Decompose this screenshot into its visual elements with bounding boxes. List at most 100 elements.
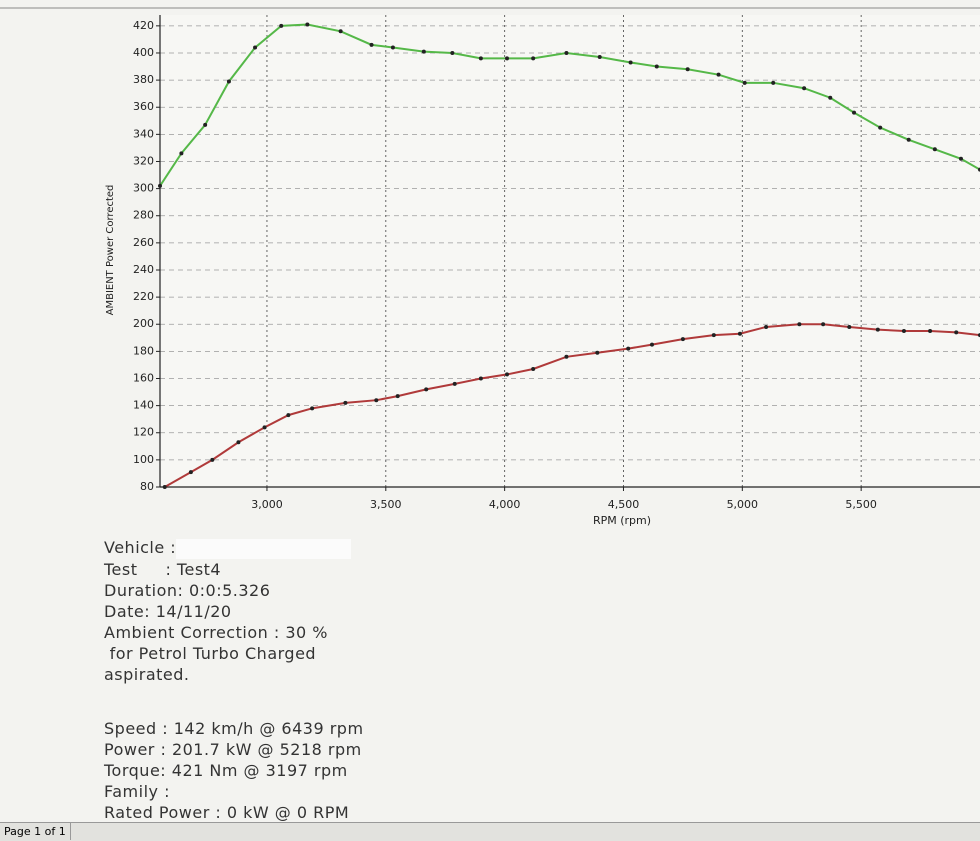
data-point: [564, 50, 569, 55]
y-tick-label: 180: [133, 344, 154, 357]
y-tick-label: 140: [133, 399, 154, 412]
y-tick-label: 260: [133, 236, 154, 249]
data-point: [421, 49, 426, 54]
data-point: [928, 329, 933, 334]
data-point: [742, 80, 747, 85]
x-tick-label: 4,500: [608, 498, 640, 511]
redaction: [176, 538, 352, 559]
data-point: [597, 55, 602, 60]
y-tick-label: 360: [133, 100, 154, 113]
data-point: [390, 45, 395, 50]
report-line: for Petrol Turbo Charged: [104, 643, 351, 664]
data-point: [716, 72, 721, 77]
status-bar: Page 1 of 1: [0, 822, 980, 841]
x-tick-label: 4,000: [489, 498, 521, 511]
report-line: Family :: [104, 781, 364, 802]
report-line: Power : 201.7 kW @ 5218 rpm: [104, 739, 364, 760]
data-point: [158, 183, 162, 188]
y-tick-label: 340: [133, 127, 154, 140]
data-point: [564, 354, 569, 359]
data-point: [771, 80, 776, 85]
data-point: [650, 342, 654, 347]
y-tick-label: 100: [133, 453, 154, 466]
data-point: [906, 137, 911, 142]
report-line: Speed : 142 km/h @ 6439 rpm: [104, 718, 364, 739]
x-tick-label: 5,500: [845, 498, 877, 511]
data-point: [878, 125, 883, 130]
data-point: [226, 79, 231, 84]
data-point: [369, 42, 374, 47]
report-text: Rated Power : 0 kW @ 0 RPM: [104, 803, 350, 822]
data-point: [821, 322, 826, 327]
data-point: [424, 387, 429, 392]
y-tick-label: 400: [133, 46, 154, 59]
report-text: Torque: 421 Nm @ 3197 rpm: [104, 761, 348, 780]
data-point: [595, 350, 600, 355]
report-text: Power : 201.7 kW @ 5218 rpm: [104, 740, 362, 759]
data-point: [802, 86, 807, 91]
y-tick-label: 220: [133, 290, 154, 303]
data-point: [958, 156, 963, 161]
data-point: [179, 151, 184, 156]
data-point: [654, 64, 659, 69]
report-text: aspirated.: [104, 664, 190, 684]
data-point: [531, 56, 536, 61]
data-point: [505, 56, 510, 61]
report-line: Torque: 421 Nm @ 3197 rpm: [104, 760, 364, 781]
plot-area: [160, 15, 980, 487]
data-point: [954, 330, 959, 335]
y-axis-label: AMBIENT Power Corrected: [105, 185, 116, 316]
page-indicator: Page 1 of 1: [0, 823, 71, 840]
data-point: [478, 376, 483, 381]
data-point: [262, 425, 267, 430]
y-tick-label: 320: [133, 154, 154, 167]
report-line: Test : Test4: [104, 559, 351, 580]
y-tick-label: 120: [133, 426, 154, 439]
report-text: Duration: 0:0:5.326: [104, 580, 271, 600]
data-point: [478, 56, 483, 61]
y-tick-label: 240: [133, 263, 154, 276]
data-point: [505, 372, 510, 377]
data-point: [203, 122, 208, 127]
data-point: [310, 406, 315, 411]
report-text: Family :: [104, 782, 170, 801]
report-line: Rated Power : 0 kW @ 0 RPM: [104, 802, 364, 823]
y-tick-label: 160: [133, 371, 154, 384]
data-point: [531, 367, 536, 371]
x-axis-label: RPM (rpm): [593, 514, 651, 527]
x-tick-label: 3,000: [251, 498, 283, 511]
y-tick-label: 380: [133, 73, 154, 86]
data-point: [279, 23, 284, 28]
report-line: Date: 14/11/20: [104, 601, 351, 622]
data-point: [680, 337, 685, 342]
y-tick-label: 300: [133, 182, 154, 195]
data-point: [626, 346, 631, 351]
x-tick-label: 3,500: [370, 498, 402, 511]
data-point: [253, 45, 258, 50]
report-line: Duration: 0:0:5.326: [104, 580, 351, 601]
x-tick-label: 5,000: [727, 498, 759, 511]
data-point: [210, 457, 215, 462]
y-tick-label: 200: [133, 317, 154, 330]
data-point: [685, 67, 690, 72]
data-point: [901, 329, 906, 334]
data-point: [711, 333, 716, 338]
report-text: Ambient Correction : 30 %: [104, 622, 328, 642]
report-line: Ambient Correction : 30 %: [104, 622, 351, 643]
data-point: [374, 398, 379, 403]
report-line: aspirated.: [104, 664, 351, 685]
data-point: [852, 110, 857, 115]
data-point: [932, 147, 937, 152]
data-point: [236, 440, 241, 445]
summary-block: Speed : 142 km/h @ 6439 rpm Power : 201.7…: [104, 718, 364, 823]
report-text: for Petrol Turbo Charged: [104, 643, 317, 663]
data-point: [450, 50, 455, 55]
data-point: [338, 29, 343, 34]
chart: AMBIENT Power Corrected RPM (rpm) 80 100 1…: [0, 7, 980, 527]
y-tick-label: 80: [140, 480, 154, 493]
data-point: [162, 485, 167, 489]
report-text: Date: 14/11/20: [104, 601, 232, 621]
data-point: [188, 470, 193, 475]
data-point: [305, 22, 310, 27]
data-point: [286, 413, 291, 418]
